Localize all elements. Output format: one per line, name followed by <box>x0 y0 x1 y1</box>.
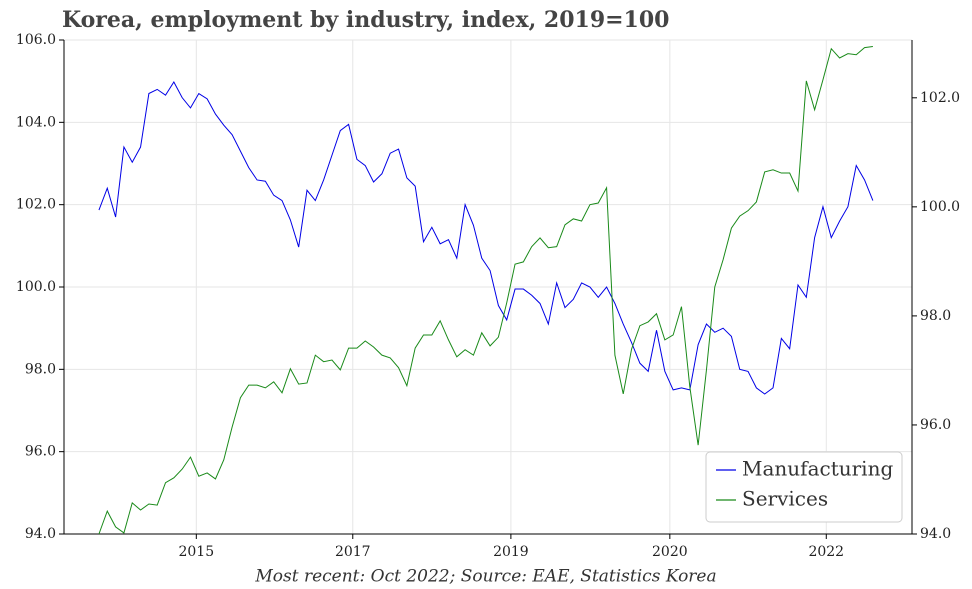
axis-frame <box>63 40 913 535</box>
legend: Manufacturing Services <box>705 451 903 523</box>
series-line <box>98 46 873 535</box>
x-tick-label: 2022 <box>808 544 844 560</box>
y-tick-label: 106.0 <box>16 32 56 48</box>
y2-tick-label: 102.0 <box>920 90 960 106</box>
x-tick-label: 2019 <box>493 544 529 560</box>
legend-label: Manufacturing <box>742 457 893 481</box>
y-tick-label: 96.0 <box>25 444 56 460</box>
legend-label: Services <box>742 487 828 511</box>
footnote: Most recent: Oct 2022; Source: EAE, Stat… <box>254 567 716 587</box>
grid <box>64 39 912 535</box>
chart-title: Korea, employment by industry, index, 20… <box>62 7 669 33</box>
y-tick-label: 104.0 <box>16 114 56 130</box>
y2-tick-label: 98.0 <box>920 308 951 324</box>
series-line <box>98 80 874 395</box>
y2-tick-label: 96.0 <box>920 417 951 433</box>
y-tick-label: 98.0 <box>25 361 56 377</box>
x-tick-label: 2015 <box>178 544 214 560</box>
y2-tick-label: 94.0 <box>920 526 951 542</box>
y2-tick-label: 100.0 <box>920 199 960 215</box>
y-tick-label: 102.0 <box>16 197 56 213</box>
x-tick-label: 2020 <box>652 544 688 560</box>
legend-box <box>705 451 903 523</box>
y-tick-label: 100.0 <box>16 279 56 295</box>
y-tick-label: 94.0 <box>25 526 56 542</box>
x-tick-label: 2017 <box>335 544 371 560</box>
